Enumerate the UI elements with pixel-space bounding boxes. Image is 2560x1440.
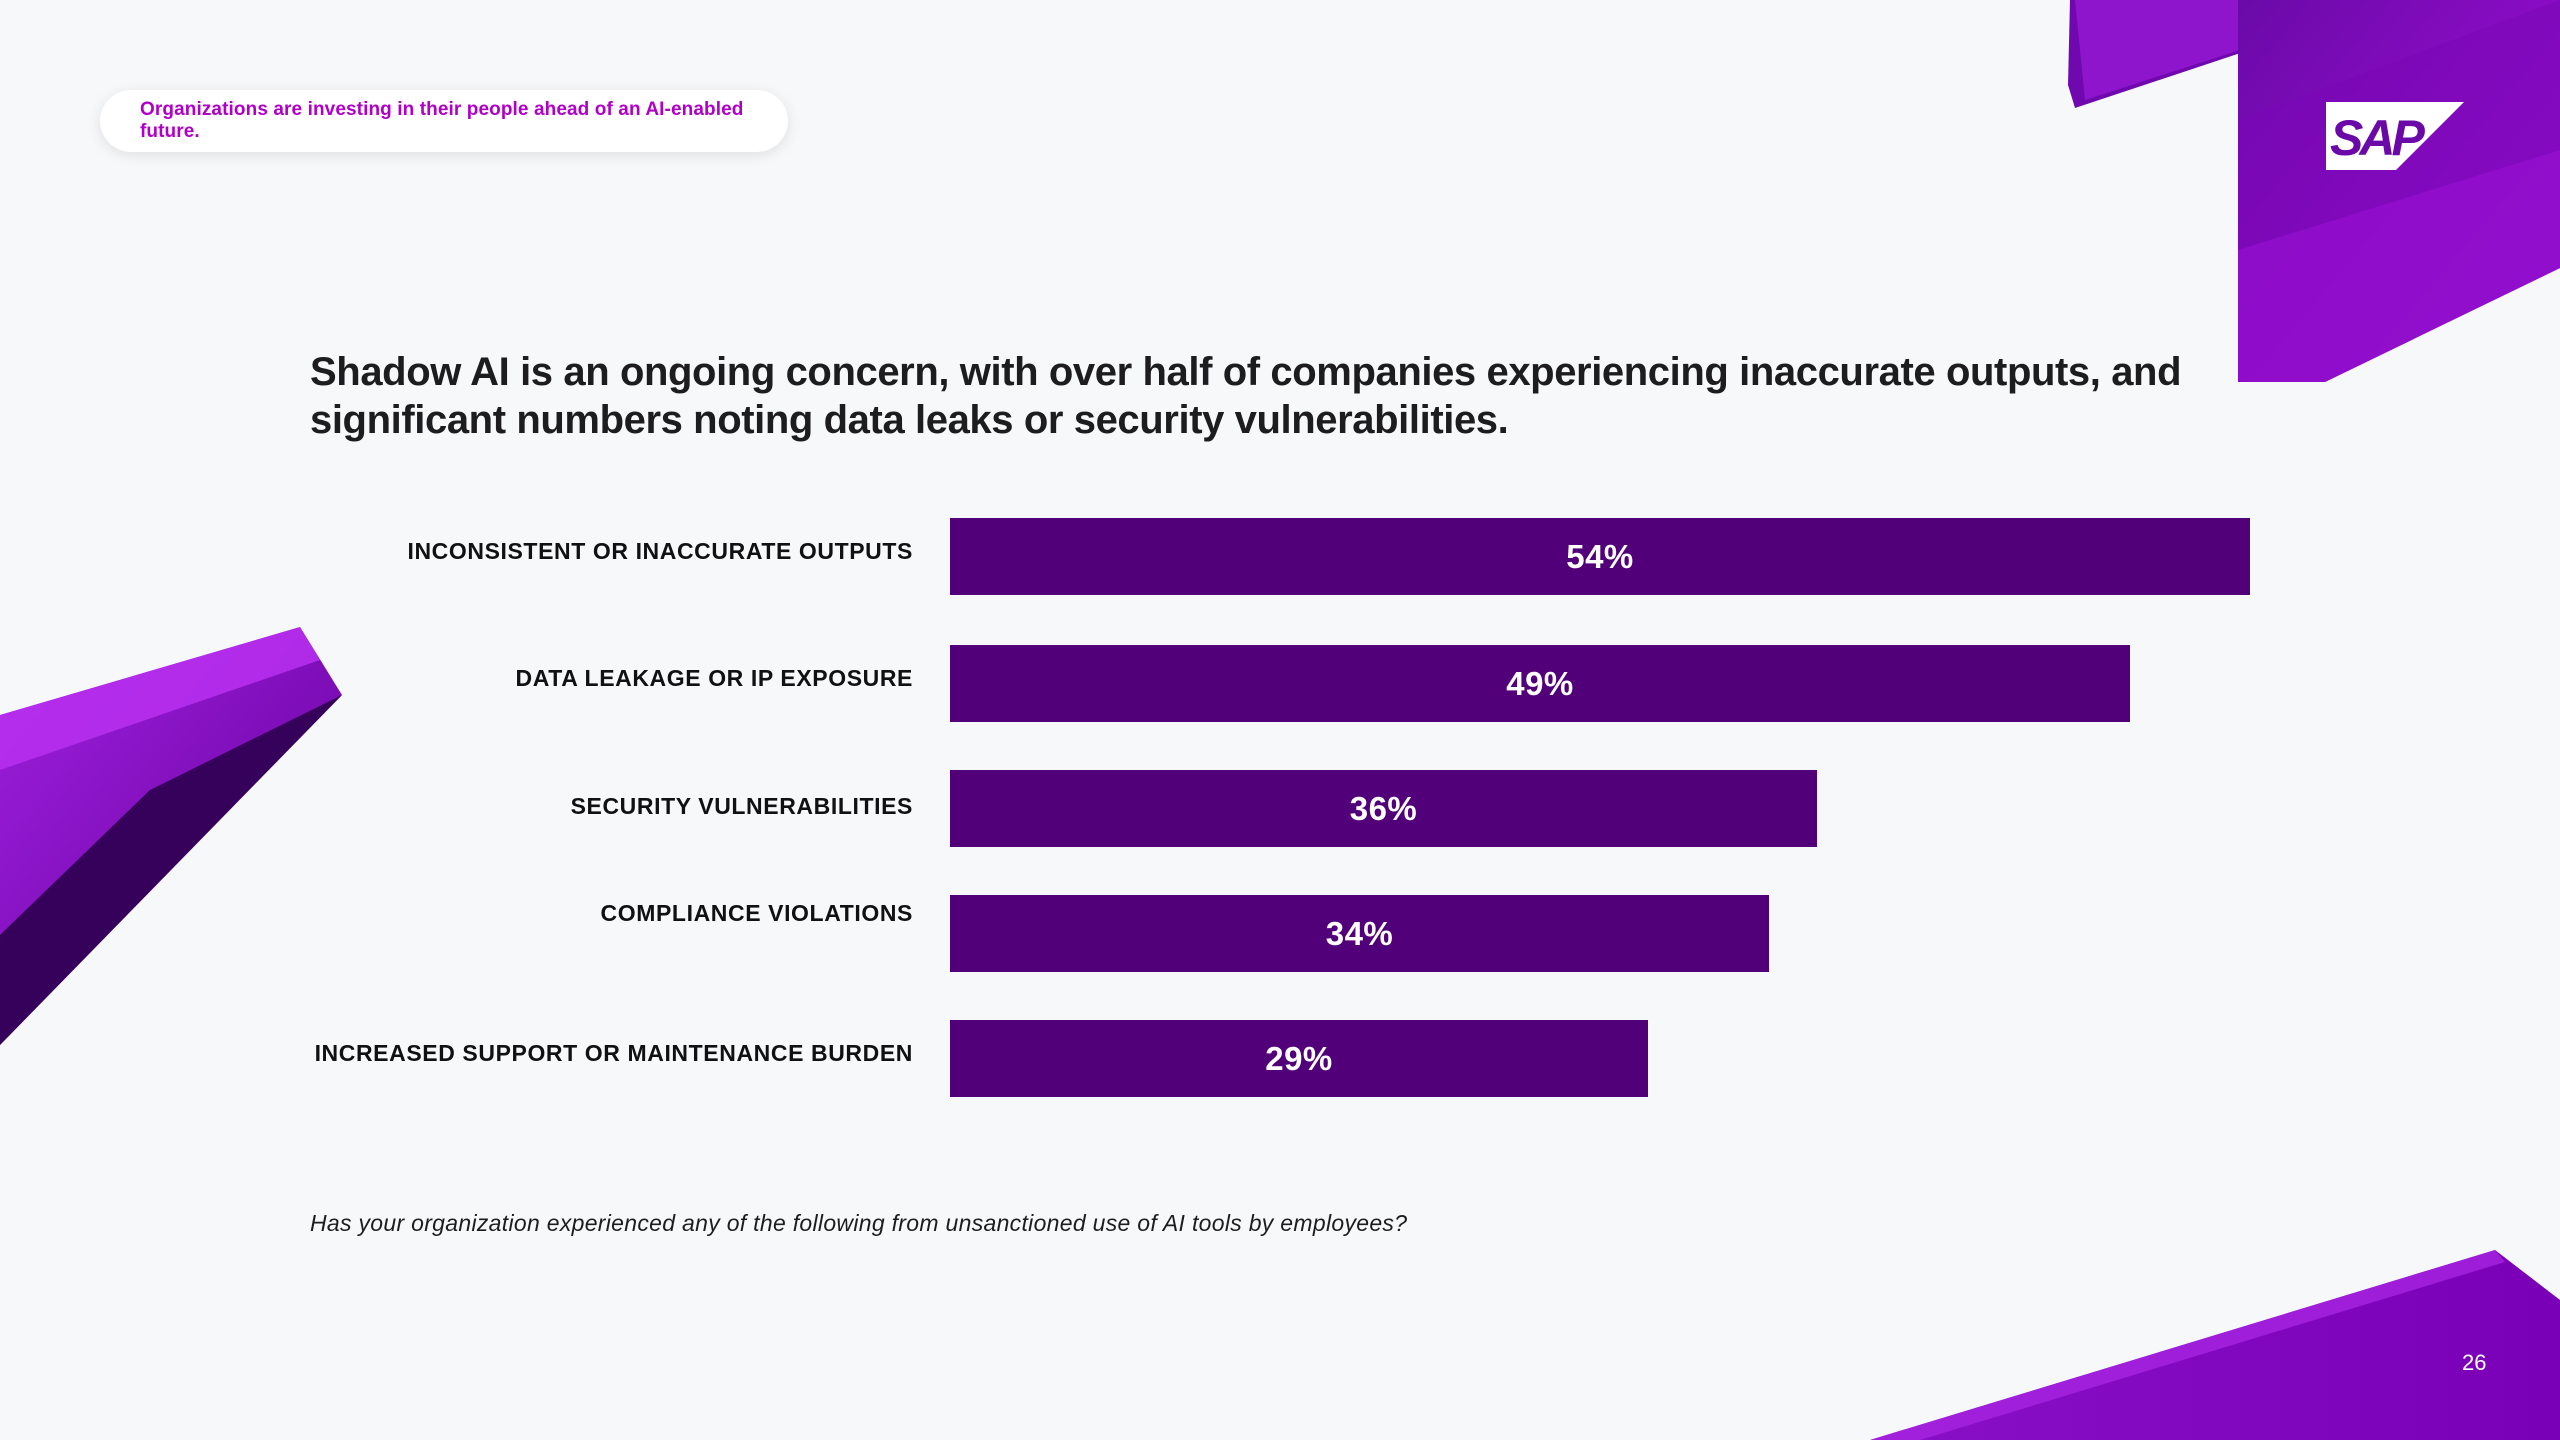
bar (950, 770, 1817, 847)
bar-value-label: 29% (1265, 1040, 1333, 1077)
logo-text: SAP (2330, 110, 2425, 166)
page-title: Shadow AI is an ongoing concern, with ov… (310, 348, 2210, 444)
category-label: DATA LEAKAGE OR IP EXPOSURE (515, 665, 913, 691)
top-right-shape (2068, 0, 2560, 382)
bar-value-label: 49% (1506, 665, 1574, 702)
sap-logo: SAP (2326, 102, 2464, 170)
page-number: 26 (2462, 1350, 2487, 1375)
bar (950, 518, 2250, 595)
category-label: COMPLIANCE VIOLATIONS (600, 900, 913, 926)
tagline-text: Organizations are investing in their peo… (140, 99, 744, 142)
survey-question: Has your organization experienced any of… (310, 1210, 1408, 1236)
bar (950, 895, 1769, 972)
bar (950, 1020, 1648, 1097)
category-label: INCREASED SUPPORT OR MAINTENANCE BURDEN (314, 1040, 913, 1066)
title-line-1: Shadow AI is an ongoing concern, with ov… (310, 350, 2182, 394)
bar-value-label: 36% (1349, 790, 1418, 827)
bar (950, 645, 2130, 722)
title-line-2: significant numbers noting data leaks or… (310, 398, 1509, 442)
category-label: INCONSISTENT OR INACCURATE OUTPUTS (407, 538, 913, 564)
bar-value-label: 54% (1566, 538, 1634, 575)
category-label: SECURITY VULNERABILITIES (570, 793, 913, 819)
bar-value-label: 34% (1325, 915, 1394, 952)
bottom-right-shape (1870, 1250, 2560, 1440)
tagline-pill: Organizations are investing in their peo… (100, 90, 788, 152)
left-shape (0, 627, 342, 1045)
